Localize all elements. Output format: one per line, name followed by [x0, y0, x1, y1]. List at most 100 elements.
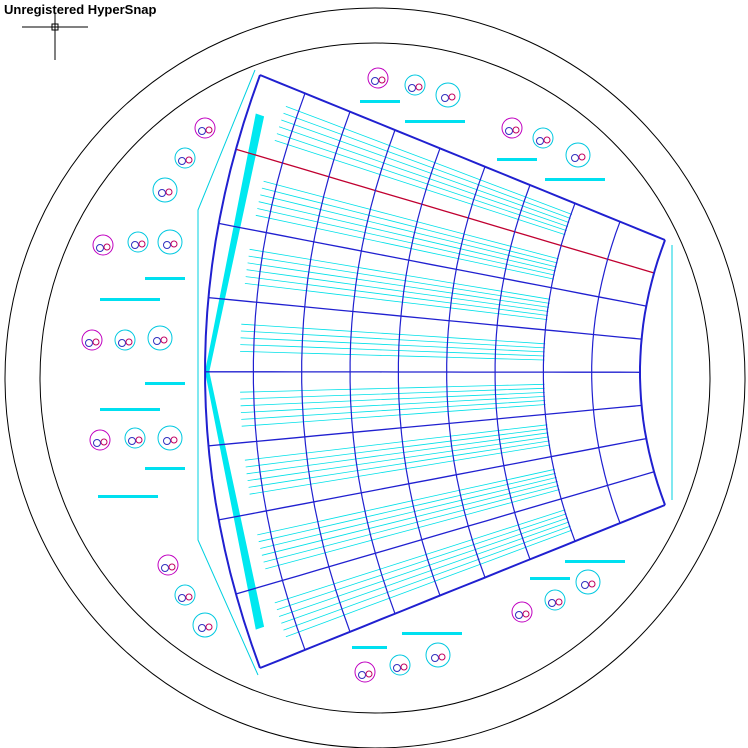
- radial-line: [235, 471, 655, 595]
- symbol-dot: [163, 437, 171, 445]
- arc-line: [349, 129, 396, 614]
- hatch-line: [283, 525, 571, 631]
- label-bar: [497, 158, 537, 161]
- label-bar: [360, 100, 400, 103]
- fan-mesh: [197, 69, 673, 676]
- arc-line: [591, 221, 621, 524]
- symbol-dot: [358, 671, 366, 679]
- symbol-dot: [205, 126, 213, 134]
- symbol-dot: [100, 438, 108, 446]
- radial-line: [259, 504, 666, 669]
- hatch-line: [245, 276, 548, 316]
- hatch-line: [240, 337, 545, 353]
- symbol-ring: [354, 661, 376, 683]
- symbol-ring: [192, 612, 218, 638]
- symbol-dot: [178, 594, 186, 602]
- symbol-dot: [581, 581, 589, 589]
- arc-line: [301, 111, 351, 633]
- hatch-line: [246, 432, 549, 475]
- symbol-dot: [555, 598, 563, 606]
- symbol-ring: [89, 429, 111, 451]
- hatch-line: [257, 468, 555, 536]
- symbol-dot: [135, 436, 143, 444]
- symbol-dot: [131, 241, 139, 249]
- symbol-dot: [571, 154, 579, 162]
- arc-line: [204, 74, 261, 669]
- hatch-line: [240, 383, 545, 393]
- hatch-line: [240, 351, 545, 361]
- symbol-ring: [544, 589, 566, 611]
- symbol-ring: [367, 67, 389, 89]
- symbol-dot: [85, 339, 93, 347]
- symbol-ring: [435, 82, 461, 108]
- symbol-ring: [147, 325, 173, 351]
- radial-line: [218, 222, 647, 307]
- symbol-ring: [194, 117, 216, 139]
- symbol-dot: [536, 137, 544, 145]
- radial-line: [205, 371, 641, 373]
- hatch-line: [257, 208, 555, 276]
- symbol-dot: [161, 564, 169, 572]
- symbol-dot: [93, 439, 101, 447]
- label-bar: [145, 467, 185, 470]
- symbol-ring: [174, 584, 196, 606]
- symbol-dot: [185, 156, 193, 164]
- symbol-dot: [138, 240, 146, 248]
- symbol-ring: [389, 654, 411, 676]
- radial-line: [208, 296, 642, 340]
- outline: [197, 69, 259, 676]
- symbol-ring: [157, 229, 183, 255]
- arc-line: [397, 148, 441, 596]
- symbol-ring: [565, 142, 591, 168]
- label-bar: [405, 120, 465, 123]
- symbol-dot: [548, 599, 556, 607]
- hatch-line: [278, 517, 569, 617]
- arc-line: [542, 203, 576, 542]
- hatch-line: [244, 283, 548, 320]
- symbol-dot: [378, 76, 386, 84]
- label-bar: [545, 178, 605, 181]
- symbol-dot: [185, 593, 193, 601]
- hatch-line: [241, 323, 546, 345]
- hatch-line: [247, 262, 550, 308]
- hatch-line: [240, 330, 546, 349]
- hatch-line: [248, 255, 550, 304]
- hatch-line: [281, 119, 570, 223]
- symbol-dot: [393, 664, 401, 672]
- hatch-line: [260, 194, 557, 268]
- hatch-line: [246, 269, 549, 312]
- symbol-dot: [165, 188, 173, 196]
- label-bar: [98, 495, 158, 498]
- symbol-ring: [575, 569, 601, 595]
- watermark: Unregistered HyperSnap: [4, 2, 156, 17]
- symbol-dot: [163, 241, 171, 249]
- symbol-ring: [425, 642, 451, 668]
- arc-line: [252, 93, 306, 651]
- symbol-dot: [178, 157, 186, 165]
- symbol-dot: [578, 153, 586, 161]
- symbol-ring: [501, 117, 523, 139]
- hatch-line: [244, 424, 548, 461]
- symbol-dot: [400, 663, 408, 671]
- symbol-ring: [157, 554, 179, 576]
- hatch-line: [283, 112, 571, 219]
- symbol-dot: [205, 623, 213, 631]
- hatch-line: [258, 201, 556, 272]
- symbol-dot: [441, 94, 449, 102]
- symbol-dot: [543, 136, 551, 144]
- symbol-dot: [158, 189, 166, 197]
- symbol-dot: [505, 127, 513, 135]
- symbol-dot: [118, 339, 126, 347]
- symbol-dot: [168, 563, 176, 571]
- hatch-line: [276, 133, 567, 231]
- symbol-dot: [92, 338, 100, 346]
- symbol-dot: [522, 610, 530, 618]
- hatch-line: [249, 444, 551, 495]
- hatch-line: [260, 477, 557, 549]
- radial-line: [259, 74, 666, 241]
- symbol-ring: [92, 234, 114, 256]
- outer-circle: [4, 7, 746, 748]
